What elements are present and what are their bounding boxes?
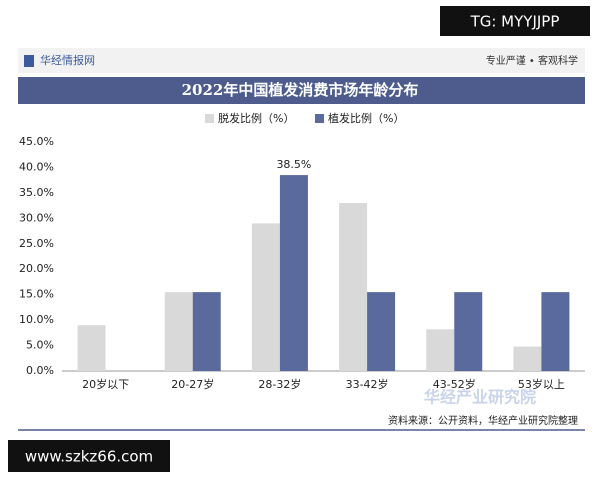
header-strip bbox=[18, 48, 585, 73]
slogan: 专业严谨 • 客观科学 bbox=[486, 54, 578, 67]
title-bar bbox=[18, 77, 585, 104]
chart-title: 2022年中国植发消费市场年龄分布 bbox=[182, 81, 419, 99]
x-tick-label: 43-52岁 bbox=[433, 377, 476, 391]
logo-icon bbox=[24, 55, 34, 67]
y-tick-label: 30.0% bbox=[19, 211, 54, 224]
watermark-top: TG: MYYJJPP bbox=[470, 13, 560, 31]
y-tick-label: 20.0% bbox=[19, 262, 54, 275]
bar bbox=[251, 223, 280, 371]
brand: 华经情报网 bbox=[40, 53, 95, 67]
legend-swatch bbox=[205, 114, 214, 123]
source: 资料来源：公开资料，华经产业研究院整理 bbox=[388, 414, 578, 427]
bar bbox=[279, 175, 308, 371]
bar bbox=[77, 325, 106, 371]
y-tick-label: 45.0% bbox=[19, 135, 54, 148]
y-tick-label: 25.0% bbox=[19, 237, 54, 250]
bar bbox=[513, 346, 542, 371]
bar bbox=[192, 292, 221, 371]
legend-swatch bbox=[315, 114, 324, 123]
bar bbox=[541, 292, 570, 371]
bar bbox=[164, 292, 193, 371]
y-tick-label: 40.0% bbox=[19, 160, 54, 173]
x-tick-label: 20岁以下 bbox=[82, 377, 129, 391]
y-tick-label: 5.0% bbox=[26, 339, 54, 352]
x-tick-label: 53岁以上 bbox=[518, 377, 565, 391]
y-tick-label: 10.0% bbox=[19, 313, 54, 326]
y-tick-label: 35.0% bbox=[19, 186, 54, 199]
y-tick-label: 0.0% bbox=[26, 364, 54, 377]
y-tick-label: 15.0% bbox=[19, 288, 54, 301]
value-label: 38.5% bbox=[276, 158, 311, 171]
bar bbox=[426, 329, 455, 371]
watermark-box bbox=[440, 6, 590, 36]
watermark-box bbox=[8, 440, 170, 472]
legend-label: 植发比例（%） bbox=[328, 111, 404, 125]
bar bbox=[367, 292, 396, 371]
watermark-brand: 华经产业研究院 bbox=[424, 388, 536, 407]
x-tick-label: 33-42岁 bbox=[346, 377, 389, 391]
bar bbox=[454, 292, 483, 371]
watermark-bottom: www.szkz66.com bbox=[25, 448, 153, 466]
legend-label: 脱发比例（%） bbox=[218, 111, 294, 125]
bar bbox=[339, 203, 368, 371]
x-tick-label: 20-27岁 bbox=[171, 377, 214, 391]
x-tick-label: 28-32岁 bbox=[258, 377, 301, 391]
